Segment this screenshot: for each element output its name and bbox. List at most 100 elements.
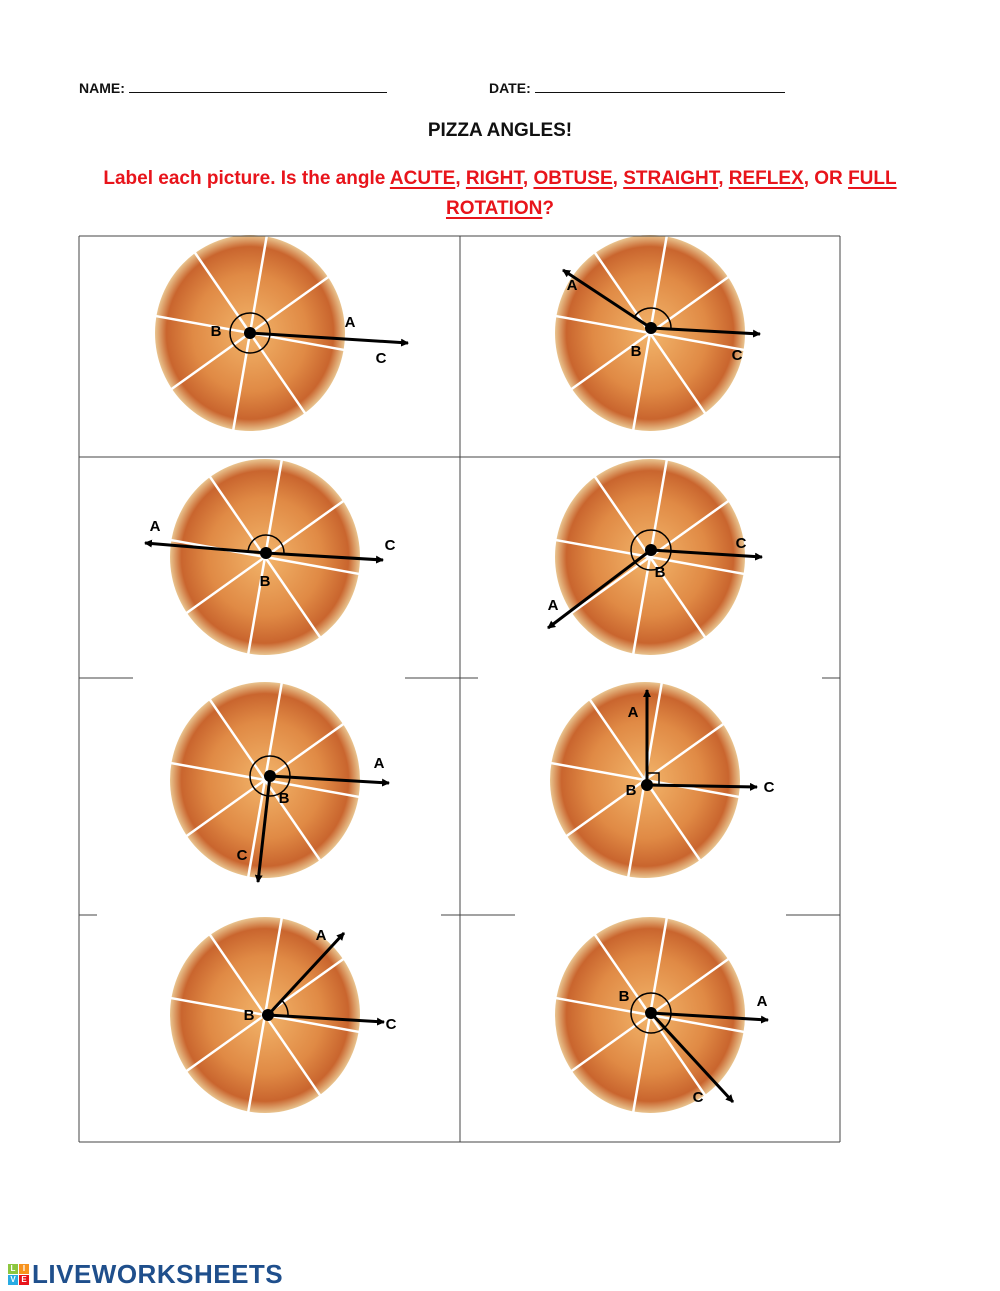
point-label-a: A xyxy=(757,993,768,1010)
answer-field[interactable] xyxy=(462,433,472,434)
pizza-slice-cut xyxy=(248,332,307,415)
pizza-slice-cut xyxy=(208,698,267,781)
ray-ba xyxy=(269,774,390,787)
pizza-slice-cut xyxy=(631,1014,652,1113)
name-field[interactable]: NAME: xyxy=(79,80,387,96)
point-label-a: A xyxy=(150,518,161,535)
answer-field[interactable] xyxy=(462,1115,472,1116)
instructions: Label each picture. Is the angle ACUTE, … xyxy=(103,168,897,219)
pizza-slice-cut xyxy=(264,499,346,559)
angle-term-obtuse: OBTUSE xyxy=(533,168,613,189)
pizza-slice-cut xyxy=(249,331,346,352)
pizza-slice-cut xyxy=(593,475,652,558)
pizza-slice-cut xyxy=(569,555,651,615)
ray-bc xyxy=(650,326,761,338)
vertex-point xyxy=(244,327,256,339)
ray-bc xyxy=(265,551,384,564)
angle-arc xyxy=(633,307,672,330)
ray-ba xyxy=(144,539,267,555)
answer-field[interactable] xyxy=(81,880,91,881)
angle-term-full-rotation: FULL ROTATION xyxy=(445,168,897,219)
point-label-c: C xyxy=(736,535,747,552)
point-label-c: C xyxy=(764,779,775,796)
vertex-point xyxy=(645,322,657,334)
pizza-slice-cut xyxy=(631,332,652,431)
pizza-slice-cut xyxy=(169,331,251,391)
pizza-slice-cut xyxy=(554,996,651,1017)
pizza-slice-cut xyxy=(549,761,646,782)
angle-term-acute: ACUTE xyxy=(389,168,456,189)
point-label-a: A xyxy=(345,314,356,331)
pizza-slice-cut xyxy=(208,933,267,1016)
ray-bc xyxy=(650,548,763,561)
point-label-a: A xyxy=(628,704,639,721)
ray-ba xyxy=(650,1011,769,1024)
pizza-slice-cut xyxy=(554,314,651,335)
vertex-point xyxy=(262,1009,274,1021)
pizza-slice-cut xyxy=(648,917,669,1016)
pizza-slice-cut xyxy=(644,722,726,782)
pizza-slice-cut xyxy=(264,722,346,782)
answer-field[interactable] xyxy=(81,657,91,658)
pizza-angle-cell: A B C xyxy=(462,917,769,1116)
answer-field[interactable] xyxy=(462,657,472,658)
pizza-slice-cut xyxy=(193,251,252,334)
point-label-b: B xyxy=(244,1007,255,1024)
pizza-slice-cut xyxy=(169,761,266,782)
pizza-angle-cell: A B C xyxy=(81,459,396,658)
name-blank[interactable] xyxy=(128,80,387,93)
pizza-angle-cell: A B C xyxy=(462,459,763,658)
pizza-slice-cut xyxy=(649,331,746,352)
pizza-slice-cut xyxy=(649,499,731,559)
pizza-slice-cut xyxy=(246,779,267,878)
pizza-slice-cut xyxy=(644,778,741,799)
angle-term-right: RIGHT xyxy=(465,168,523,189)
pizza-slice-cut xyxy=(184,778,266,838)
pizza-slice-cut xyxy=(648,235,669,334)
pizza-slice-cut xyxy=(231,332,252,431)
answer-field[interactable] xyxy=(462,880,472,881)
ray-bc xyxy=(646,782,758,791)
pizza-slice-cut xyxy=(569,331,651,391)
pizza-slice-cut xyxy=(649,555,746,576)
point-label-a: A xyxy=(316,927,327,944)
pizza-slice-cut xyxy=(249,275,331,335)
pizza-slice-cut xyxy=(588,698,647,781)
point-label-a: A xyxy=(548,597,559,614)
pizza-slice-cut xyxy=(626,779,647,878)
vertex-point xyxy=(260,547,272,559)
date-blank[interactable] xyxy=(534,80,785,93)
logo-tile: V xyxy=(8,1275,18,1285)
pizza-slice-cut xyxy=(564,778,646,838)
pizza-slice-cut xyxy=(263,459,284,558)
pizza-slice-cut xyxy=(263,1014,322,1097)
ray-bc xyxy=(649,1011,735,1104)
point-label-c: C xyxy=(237,847,248,864)
ray-ba xyxy=(562,268,652,330)
pizza-slice-cut xyxy=(248,235,269,334)
point-label-c: C xyxy=(693,1089,704,1106)
pizza-angle-cell: A B C xyxy=(81,682,390,883)
pizza-angle-cell: A B C xyxy=(462,235,761,434)
page-title: PIZZA ANGLES! xyxy=(427,120,573,141)
angle-term-straight: STRAIGHT xyxy=(623,168,719,189)
answer-field[interactable] xyxy=(81,1115,91,1116)
point-label-b: B xyxy=(260,573,271,590)
date-label: DATE: xyxy=(489,80,531,96)
pizza-slice-cut xyxy=(208,475,267,558)
pizza-slice-cut xyxy=(154,314,251,335)
point-label-a: A xyxy=(567,277,578,294)
pizza-slice-cut xyxy=(264,1013,361,1034)
angle-arc xyxy=(247,534,285,554)
ray-ba xyxy=(249,331,409,347)
pizza-angle-cell: A B C xyxy=(462,682,775,881)
answer-field[interactable] xyxy=(81,433,91,434)
pizza-slice-cut xyxy=(263,917,284,1016)
pizza-slice-cut xyxy=(649,1013,746,1034)
date-field[interactable]: DATE: xyxy=(489,80,785,96)
pizza-slice-cut xyxy=(649,957,731,1017)
pizza-slice-cut xyxy=(593,933,652,1016)
point-label-c: C xyxy=(732,347,743,364)
instruction-text: Label each picture. Is the angle xyxy=(103,168,390,189)
